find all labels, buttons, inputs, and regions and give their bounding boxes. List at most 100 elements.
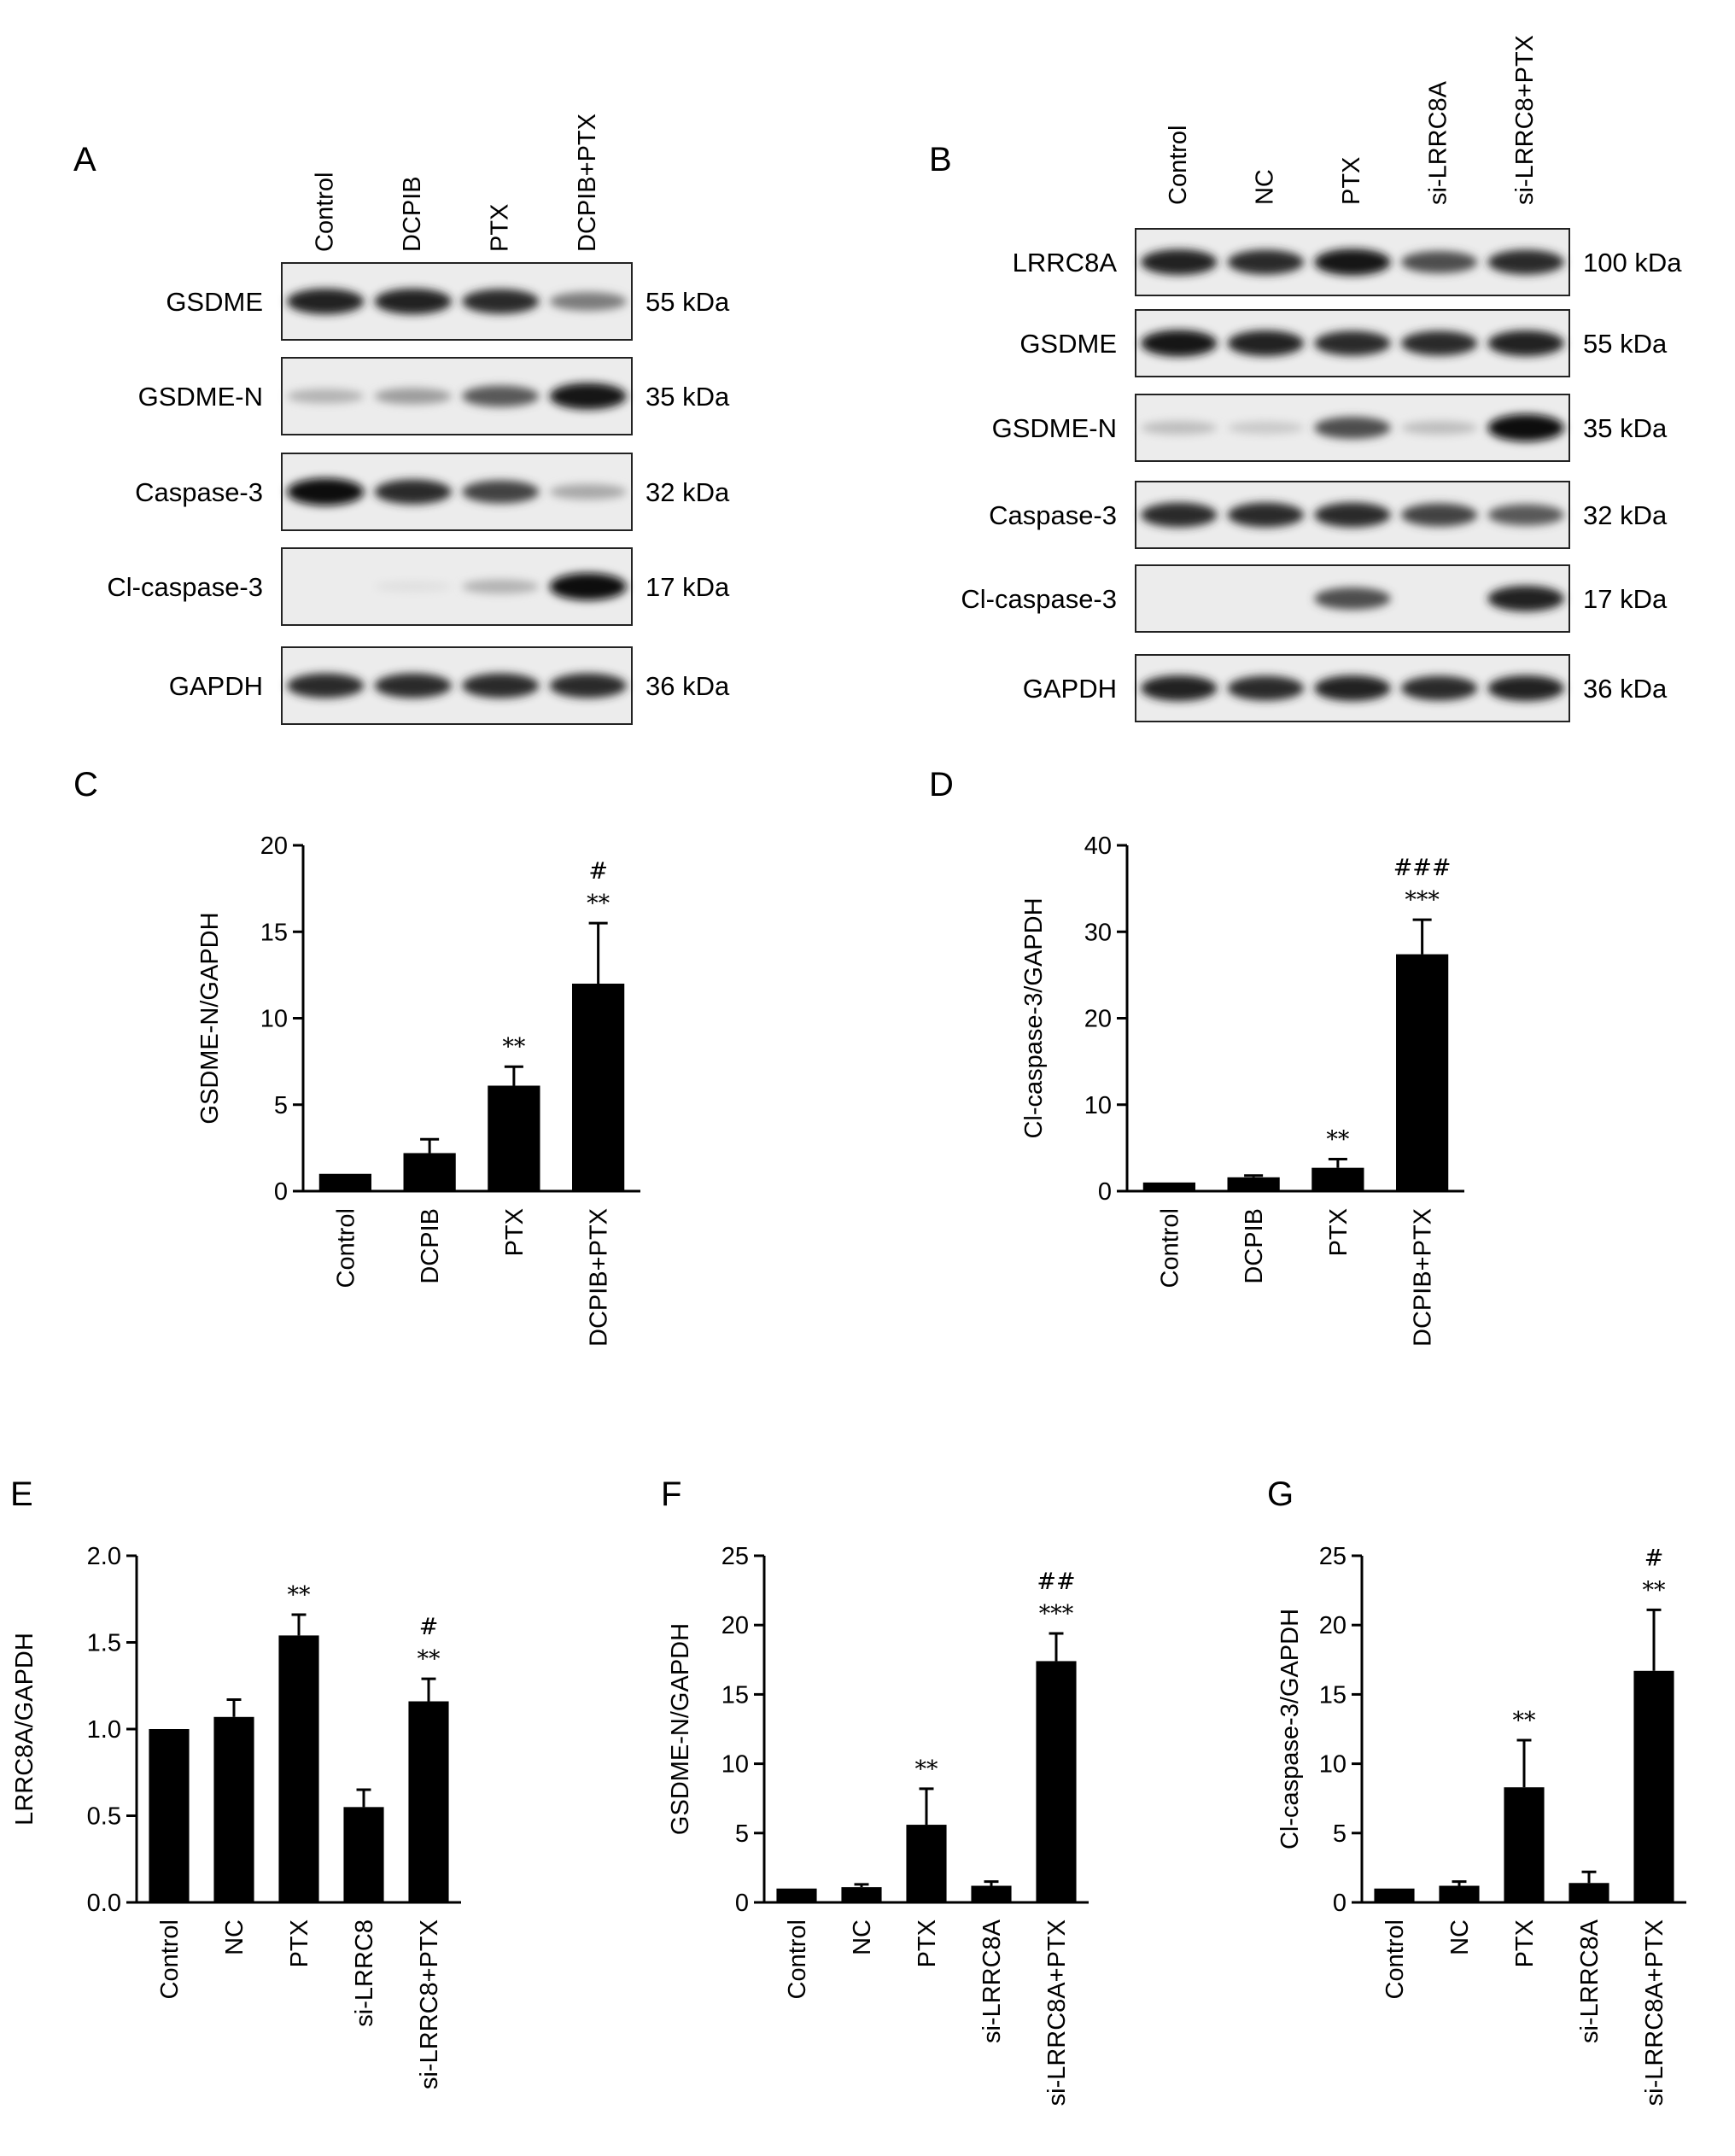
blot-row-label: Cl-caspase-3 (961, 584, 1117, 614)
significance-marker: ** (418, 1646, 441, 1673)
y-axis-label: Cl-caspase-3/GAPDH (1276, 1609, 1304, 1849)
y-tick-label: 20 (260, 833, 288, 860)
blot-row-label: GSDME (1019, 329, 1117, 359)
lane-label: PTX (1338, 157, 1365, 205)
blot-band (287, 389, 365, 404)
x-category-label: DCPIB (417, 1208, 444, 1284)
significance-marker: # (588, 858, 608, 885)
y-tick-label: 20 (1319, 1612, 1347, 1639)
blot-band (1487, 675, 1564, 701)
blot-band (287, 478, 365, 505)
blot-band (1314, 587, 1391, 610)
significance-marker: ** (502, 1034, 526, 1060)
blot-kda-label: 36 kDa (1583, 674, 1668, 704)
x-category-label: PTX (1325, 1208, 1352, 1256)
y-tick-label: 0 (1098, 1178, 1112, 1206)
lane-label: DCPIB (399, 176, 426, 252)
bar (318, 1173, 371, 1191)
lane-label: Control (1165, 126, 1192, 206)
blot-band (374, 388, 452, 405)
x-category-label: si-LRRC8A (1576, 1919, 1604, 2043)
blot-band (1487, 249, 1564, 275)
y-tick-label: 15 (721, 1681, 749, 1709)
blot-kda-label: 55 kDa (1583, 329, 1668, 359)
blot-kda-label: 35 kDa (646, 382, 730, 412)
x-category-label: Control (332, 1208, 359, 1288)
lane-label: si-LRRC8A (1425, 80, 1452, 205)
x-category-label: si-LRRC8A+PTX (1641, 1919, 1668, 2106)
significance-marker: ** (1326, 1127, 1350, 1154)
blot-band (1487, 504, 1564, 526)
blot-band (1227, 330, 1305, 356)
x-category-label: PTX (286, 1919, 313, 1967)
blot-row-label: Cl-caspase-3 (107, 572, 263, 602)
y-axis-label: GSDME-N/GAPDH (196, 912, 224, 1124)
y-tick-label: 10 (1084, 1092, 1112, 1119)
significance-marker: ** (288, 1582, 312, 1609)
y-axis-label: LRRC8A/GAPDH (11, 1633, 38, 1826)
blot-band (1400, 330, 1478, 356)
significance-marker: # (419, 1614, 439, 1640)
y-tick-label: 0 (735, 1890, 749, 1917)
bar (971, 1885, 1012, 1902)
bar (1311, 1167, 1364, 1191)
blot-row-label: LRRC8A (1013, 248, 1118, 278)
bar-chart-e: 0.0 0.5 1.0 1.5 2.0 LRRC8A/GAPDH Control NC ** PT… (11, 1543, 461, 2089)
western-blot-a: Control DCPIB PTX DCPIB+PTX GSDME 55 kDa GSDME… (107, 114, 730, 725)
significance-marker: ** (587, 891, 610, 917)
blot-band (1400, 675, 1478, 701)
bar (906, 1825, 947, 1902)
x-category-label: si-LRRC8+PTX (416, 1919, 443, 2089)
panel-letter-f: F (661, 1475, 681, 1513)
blot-band (462, 579, 540, 594)
bar (1227, 1177, 1280, 1191)
blot-band (287, 289, 365, 314)
bar-chart-d: 0 10 20 30 40 Cl-caspase-3/GAPDH Control DCPIB *… (1020, 833, 1464, 1347)
significance-marker: ## (1037, 1569, 1075, 1595)
y-axis-label: GSDME-N/GAPDH (667, 1623, 694, 1835)
blot-band (374, 581, 452, 593)
blot-kda-label: 100 kDa (1583, 248, 1682, 278)
y-tick-label: 1.0 (87, 1716, 121, 1744)
significance-marker: # (1644, 1545, 1664, 1571)
blot-band (549, 383, 627, 410)
bar-chart-g: 0 5 10 15 20 25 Cl-caspase-3/GAPDH Control NC ** P… (1276, 1543, 1686, 2106)
x-category-label: PTX (1511, 1919, 1539, 1967)
y-tick-label: 20 (1084, 1006, 1112, 1033)
bar (1396, 954, 1449, 1191)
bar-chart-c: 0 5 10 15 20 GSDME-N/GAPDH Control DCPIB ** PTX **… (196, 833, 640, 1347)
x-category-label: PTX (914, 1919, 941, 1967)
bar (572, 984, 625, 1191)
blot-kda-label: 55 kDa (646, 287, 730, 317)
lane-label: Control (311, 172, 338, 253)
y-tick-label: 40 (1084, 833, 1112, 860)
significance-marker: ** (1643, 1577, 1667, 1604)
blot-band (1141, 502, 1218, 528)
bar (841, 1887, 882, 1902)
bar (488, 1085, 540, 1191)
panel-letter-c: C (73, 766, 98, 803)
blot-band (287, 673, 365, 698)
y-tick-label: 15 (1319, 1681, 1347, 1709)
significance-marker: ** (1513, 1708, 1537, 1734)
bar (149, 1729, 190, 1902)
blot-band (1487, 414, 1564, 441)
bar (1142, 1182, 1195, 1191)
x-category-label: Control (784, 1919, 811, 2000)
y-tick-label: 0.5 (87, 1803, 121, 1831)
y-tick-label: 30 (1084, 919, 1112, 946)
y-tick-label: 20 (721, 1612, 749, 1639)
blot-row-label: GSDME (166, 287, 263, 317)
blot-band (1141, 675, 1218, 701)
y-axis-label: Cl-caspase-3/GAPDH (1020, 897, 1048, 1138)
x-category-label: DCPIB (1241, 1208, 1268, 1284)
bar (776, 1888, 817, 1902)
y-tick-label: 5 (274, 1092, 288, 1119)
blot-kda-label: 32 kDa (1583, 500, 1668, 530)
blot-band (462, 673, 540, 698)
y-tick-label: 0 (274, 1178, 288, 1206)
blot-kda-label: 35 kDa (1583, 413, 1668, 443)
western-blot-b: Control NC PTX si-LRRC8A si-LRRC8+PTX LRRC8A 1… (961, 35, 1682, 722)
y-tick-label: 10 (1319, 1751, 1347, 1779)
